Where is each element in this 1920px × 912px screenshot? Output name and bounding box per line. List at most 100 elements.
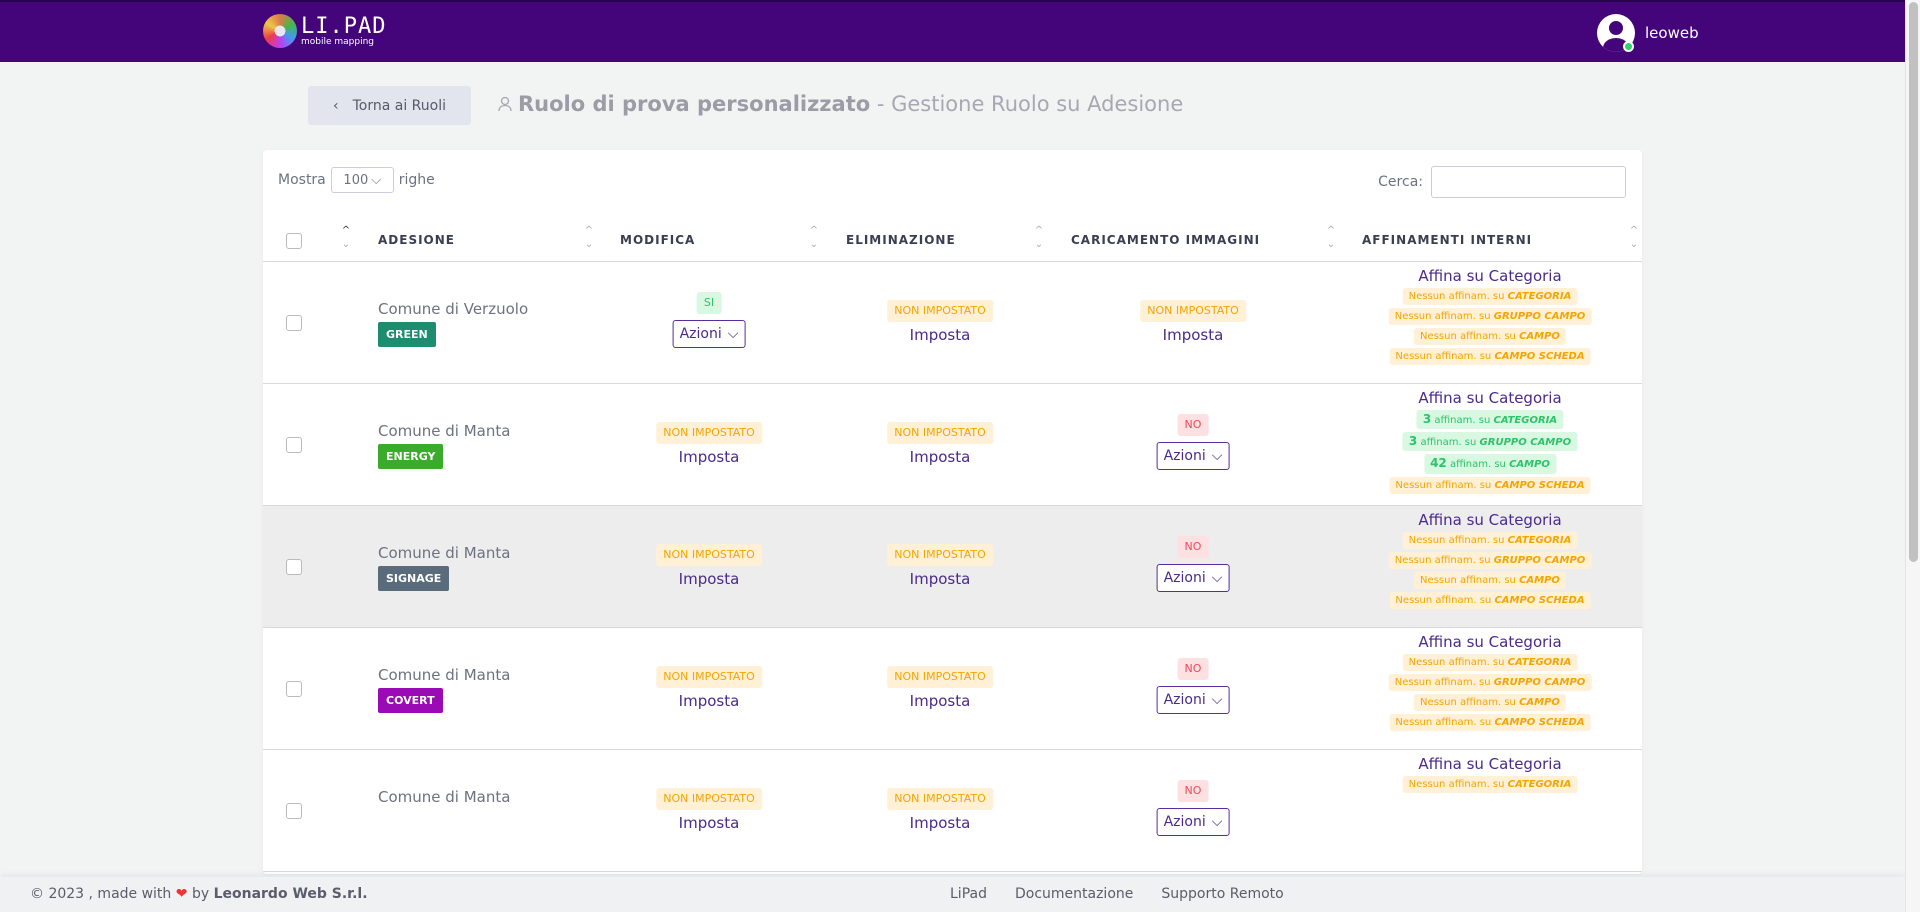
actions-dropdown[interactable]: Azioni ⌵ — [1156, 442, 1230, 471]
sort-arrows-icon[interactable]: ^ ⌄ — [809, 225, 819, 250]
rows-per-page-select[interactable]: 100 ⌵ — [330, 167, 394, 193]
row-checkbox[interactable] — [286, 559, 302, 575]
imposta-link[interactable]: Imposta — [909, 326, 971, 345]
refinement-label: Nessun affinam. su — [1394, 311, 1491, 322]
imposta-link[interactable]: Imposta — [909, 692, 971, 711]
imposta-link[interactable]: Imposta — [909, 570, 971, 589]
footer-link-lipad[interactable]: LiPad — [950, 886, 987, 902]
column-header-modifica[interactable]: MODIFICA — [620, 233, 696, 247]
affinamenti-cell: Affina su Categoria Nessun affinam. su CA… — [1402, 755, 1578, 796]
refinement-badge: 3 affinam. su CATEGORIA — [1416, 410, 1564, 430]
imposta-link[interactable]: Imposta — [909, 814, 971, 833]
sort-arrows-icon[interactable]: ^ ⌄ — [1326, 225, 1336, 250]
search-input[interactable] — [1431, 166, 1626, 198]
refinement-target: CAMPO — [1519, 575, 1560, 586]
adesione-cell: Comune di Manta SIGNAGE — [378, 544, 510, 591]
refinement-target: CATEGORIA — [1507, 779, 1572, 790]
imposta-link[interactable]: Imposta — [678, 692, 740, 711]
user-menu[interactable]: leoweb — [1597, 14, 1699, 52]
chevron-down-icon: ⌵ — [1211, 814, 1223, 831]
title-subtitle: - Gestione Ruolo su Adesione — [870, 92, 1184, 116]
page-scrollbar[interactable] — [1905, 0, 1920, 912]
column-header-affinamenti-interni[interactable]: AFFINAMENTI INTERNI — [1362, 233, 1533, 247]
refinement-badge: Nessun affinam. su CATEGORIA — [1402, 532, 1578, 549]
refinement-label: Nessun affinam. su — [1420, 697, 1516, 708]
actions-label: Azioni — [679, 326, 722, 343]
imposta-link[interactable]: Imposta — [1162, 326, 1224, 345]
imposta-link[interactable]: Imposta — [678, 814, 740, 833]
company-link[interactable]: Leonardo Web S.r.l. — [213, 886, 368, 902]
modifica-cell: NON IMPOSTATO Imposta — [656, 666, 762, 710]
affinamenti-cell: Affina su Categoria 3 affinam. su CATEGOR… — [1389, 389, 1591, 497]
actions-dropdown[interactable]: Azioni ⌵ — [1156, 686, 1230, 715]
rows-value: 100 — [343, 172, 369, 188]
caricamento-cell: NO Azioni ⌵ — [1156, 414, 1230, 471]
sort-arrows-icon[interactable]: ^ ⌄ — [1629, 225, 1639, 250]
actions-label: Azioni — [1163, 814, 1206, 831]
select-all-checkbox[interactable] — [286, 233, 302, 249]
adesione-name: Comune di Manta — [378, 544, 511, 562]
sort-arrows-icon[interactable]: ^ ⌄ — [584, 225, 594, 250]
status-badge: NON IMPOSTATO — [887, 300, 993, 323]
user-icon — [498, 96, 512, 112]
lipad-logo[interactable]: LI.PAD mobile mapping — [263, 14, 386, 48]
refine-category-link[interactable]: Affina su Categoria — [1418, 633, 1562, 651]
actions-dropdown[interactable]: Azioni ⌵ — [1156, 564, 1230, 593]
status-badge: NON IMPOSTATO — [887, 422, 993, 445]
imposta-link[interactable]: Imposta — [678, 570, 740, 589]
imposta-link[interactable]: Imposta — [909, 448, 971, 467]
refinement-badge: Nessun affinam. su CAMPO SCHEDA — [1389, 714, 1591, 731]
table-row: Comune di Manta SIGNAGE NON IMPOSTATO Impos… — [263, 506, 1642, 628]
footer-link-support[interactable]: Supporto Remoto — [1161, 886, 1284, 902]
table-row: Comune di Manta COVERT NON IMPOSTATO Impost… — [263, 628, 1642, 750]
back-to-roles-button[interactable]: ‹ Torna ai Ruoli — [308, 86, 471, 125]
username: leoweb — [1645, 24, 1699, 42]
chevron-down-icon: ⌵ — [1211, 570, 1223, 587]
footer-link-docs[interactable]: Documentazione — [1014, 886, 1134, 902]
status-badge: NON IMPOSTATO — [656, 788, 762, 811]
table-row: Comune di Manta ENERGY NON IMPOSTATO Impost… — [263, 384, 1642, 506]
category-tag: SIGNAGE — [378, 566, 450, 591]
refinement-label: Nessun affinam. su — [1408, 779, 1505, 790]
actions-dropdown[interactable]: Azioni ⌵ — [672, 320, 746, 349]
status-badge: NO — [1177, 414, 1209, 437]
imposta-link[interactable]: Imposta — [678, 448, 740, 467]
refine-category-link[interactable]: Affina su Categoria — [1418, 267, 1562, 285]
show-label: Mostra — [278, 172, 326, 188]
refinement-badge: 3 affinam. su GRUPPO CAMPO — [1402, 432, 1578, 452]
refinement-label: Nessun affinam. su — [1394, 555, 1491, 566]
refinement-target: CAMPO — [1519, 331, 1560, 342]
table-row: Comune di Verzuolo GREEN SI Azioni ⌵ NON IMPO… — [263, 262, 1642, 384]
row-checkbox[interactable] — [286, 437, 302, 453]
refine-category-link[interactable]: Affina su Categoria — [1418, 511, 1562, 529]
refine-category-link[interactable]: Affina su Categoria — [1418, 389, 1562, 407]
refinement-count: 3 — [1422, 412, 1432, 426]
status-badge: NON IMPOSTATO — [1140, 300, 1246, 323]
refinement-target: CATEGORIA — [1507, 657, 1572, 668]
refine-category-link[interactable]: Affina su Categoria — [1418, 755, 1562, 773]
refinement-target: GRUPPO CAMPO — [1493, 311, 1586, 322]
search-control: Cerca: — [1378, 166, 1626, 198]
refinement-badge: Nessun affinam. su CATEGORIA — [1402, 288, 1578, 305]
column-header-caricamento-immagini[interactable]: CARICAMENTO IMMAGINI — [1071, 233, 1261, 247]
scrollbar-thumb[interactable] — [1909, 2, 1918, 562]
row-checkbox[interactable] — [286, 803, 302, 819]
column-header-eliminazione[interactable]: ELIMINAZIONE — [846, 233, 956, 247]
eliminazione-cell: NON IMPOSTATO Imposta — [887, 788, 993, 832]
actions-dropdown[interactable]: Azioni ⌵ — [1156, 808, 1230, 837]
column-header-adesione[interactable]: ADESIONE — [378, 233, 455, 247]
refinement-label: Nessun affinam. su — [1408, 535, 1505, 546]
row-checkbox[interactable] — [286, 681, 302, 697]
row-checkbox[interactable] — [286, 315, 302, 331]
refinement-target: CAMPO — [1519, 697, 1560, 708]
status-badge: NON IMPOSTATO — [656, 422, 762, 445]
adesione-cell: Comune di Verzuolo GREEN — [378, 300, 528, 347]
refinement-target: GRUPPO CAMPO — [1493, 555, 1586, 566]
refinement-badge: Nessun affinam. su CAMPO — [1414, 328, 1566, 345]
roles-table-card: Mostra 100 ⌵ righe Cerca: ^ ⌄ ^ ⌄ ^ ⌄ ^ ⌄ ^ ⌄ ^ ⌄ ADE… — [263, 150, 1642, 874]
back-label: Torna ai Ruoli — [352, 97, 446, 114]
sort-arrows-icon[interactable]: ^ ⌄ — [1034, 225, 1044, 250]
sort-arrows-icon[interactable]: ^ ⌄ — [341, 225, 351, 250]
logo-text: LI.PAD — [301, 13, 387, 39]
adesione-name: Comune di Verzuolo — [378, 300, 529, 318]
